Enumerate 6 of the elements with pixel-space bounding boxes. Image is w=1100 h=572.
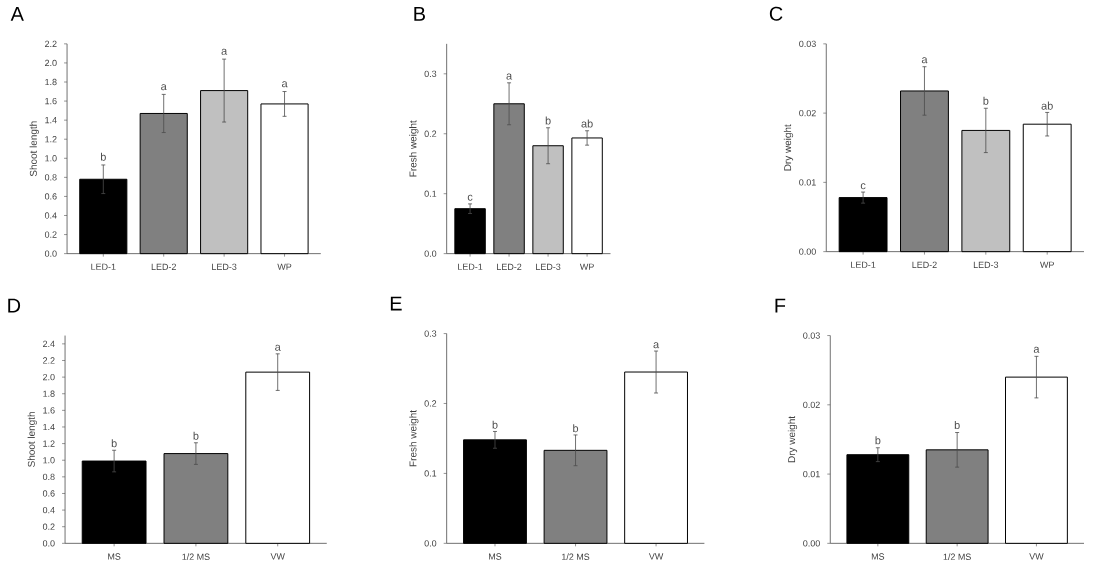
chart-title: D [8, 299, 21, 313]
chart-title: A [10, 7, 24, 22]
chart-title: F [775, 299, 786, 313]
chart-title: C [769, 6, 783, 22]
chart-title: B [414, 7, 425, 22]
chart-title: E [390, 297, 402, 311]
